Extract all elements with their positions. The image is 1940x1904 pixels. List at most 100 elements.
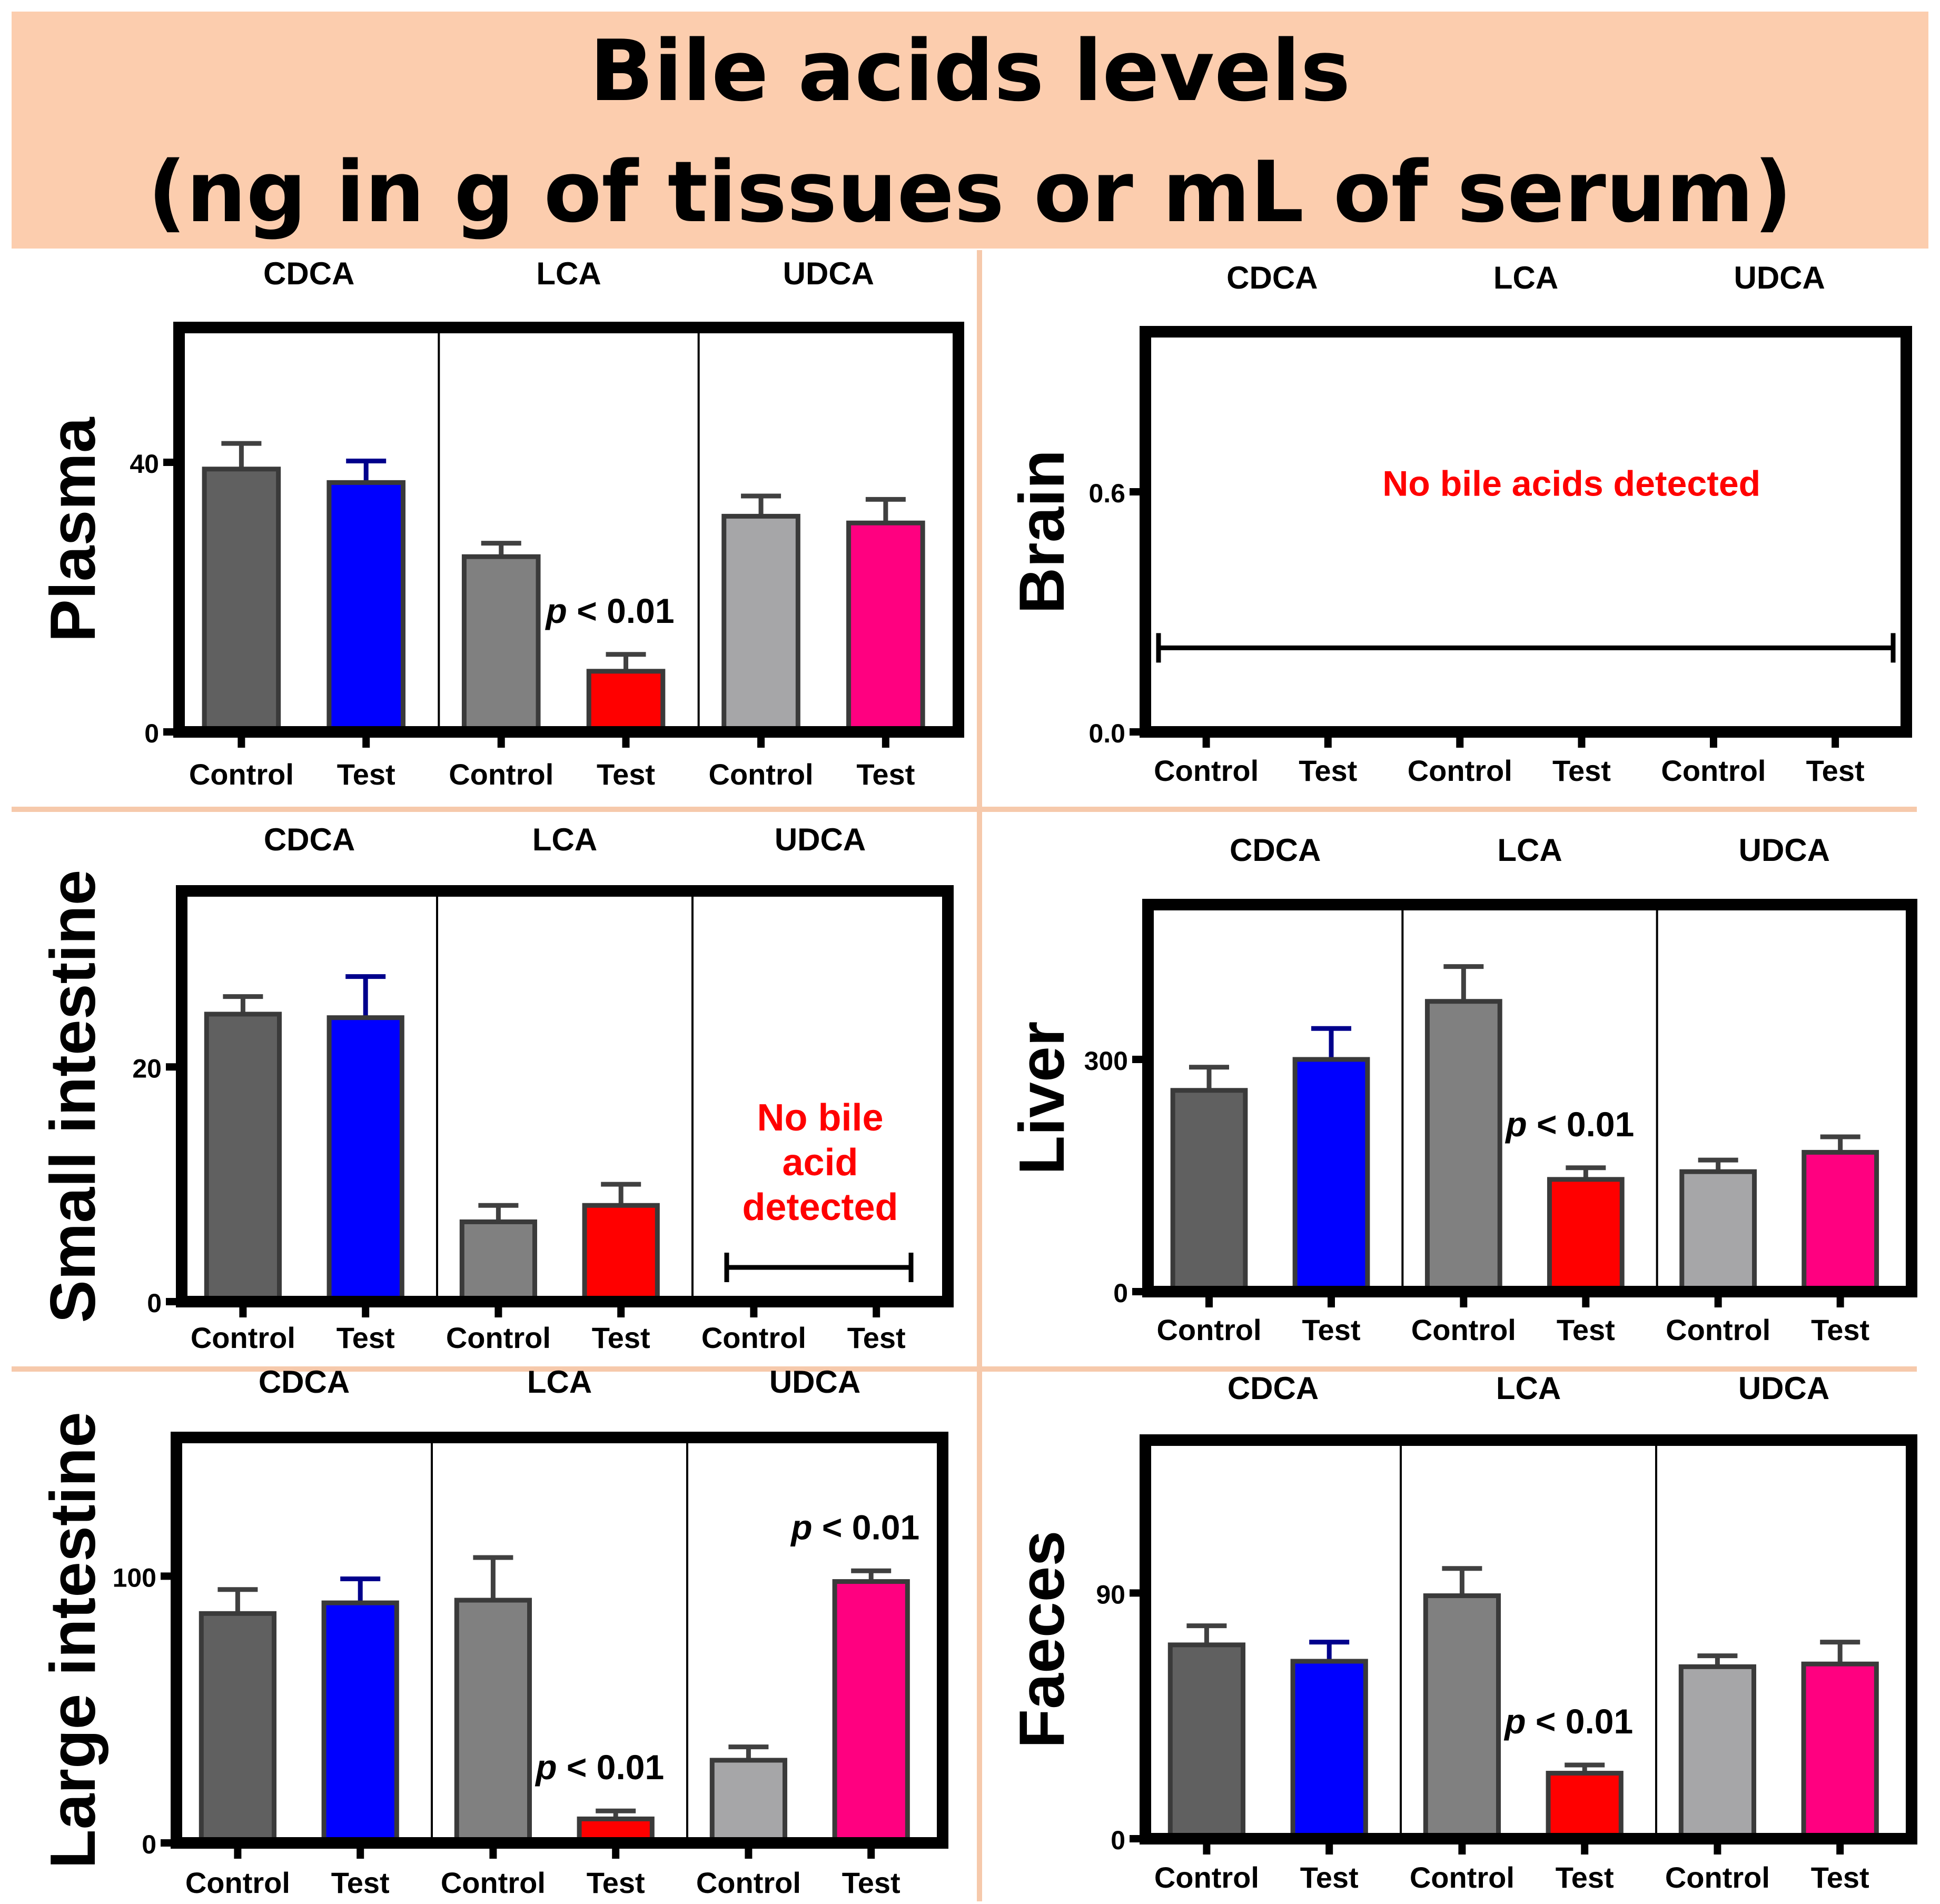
- group-header-lca: LCA: [1493, 260, 1558, 295]
- x-label-udca-control: Control: [1661, 754, 1766, 787]
- x-label-lca-control: Control: [441, 1866, 546, 1899]
- y-tick-label-1: 100: [113, 1563, 156, 1592]
- x-label-lca-control: Control: [446, 1321, 551, 1354]
- group-header-lca: LCA: [536, 256, 601, 291]
- x-label-lca-test: Test: [592, 1321, 650, 1354]
- group-header-udca: UDCA: [769, 1364, 860, 1400]
- x-label-cdca-control: Control: [1154, 754, 1259, 787]
- group-header-cdca: CDCA: [1228, 1371, 1319, 1406]
- y-tick-label-0: 0: [1113, 1278, 1128, 1308]
- group-header-lca: LCA: [1497, 832, 1562, 868]
- x-label-cdca-control: Control: [1156, 1313, 1261, 1346]
- p-value-annotation-0: p < 0.01: [1503, 1702, 1633, 1741]
- p-threshold: < 0.01: [1526, 1702, 1634, 1741]
- title-line-2: (ng in g of tissues or mL of serum): [148, 143, 1793, 241]
- x-label-lca-test: Test: [1557, 1313, 1615, 1346]
- x-label-lca-test: Test: [597, 758, 655, 791]
- p-value-annotation-0: p < 0.01: [1505, 1105, 1634, 1144]
- bar-lca-control: [454, 1598, 532, 1846]
- title-banner: [12, 12, 1928, 249]
- bar-cdca-control: [1170, 1088, 1248, 1294]
- y-tick-label-0: 0: [142, 1830, 156, 1859]
- p-symbol: p: [1505, 1105, 1527, 1144]
- bar-cdca-control: [202, 467, 281, 735]
- p-symbol: p: [1503, 1702, 1526, 1741]
- bar-cdca-control: [199, 1611, 277, 1846]
- panel-liver: Liver CDCA LCA UDCA 0 300 Control Test Control Te…: [1006, 832, 1917, 1346]
- panel-plasma: Plasma CDCA LCA UDCA 0 40 Control Test Control Te…: [37, 256, 964, 791]
- y-tick-label-0: 0: [144, 719, 159, 748]
- x-label-lca-control: Control: [1408, 754, 1512, 787]
- bar-udca-test: [846, 520, 925, 735]
- x-label-udca-test: Test: [847, 1321, 906, 1354]
- x-label-udca-test: Test: [842, 1866, 900, 1899]
- title-line-1: Bile acids levels: [589, 22, 1350, 120]
- y-tick-label-1: 20: [132, 1054, 162, 1083]
- x-label-cdca-control: Control: [1154, 1861, 1259, 1894]
- no-detection-note: No bile acids detected: [1382, 464, 1760, 504]
- p-value-annotation-0: p < 0.01: [535, 1748, 664, 1787]
- x-label-udca-control: Control: [701, 1321, 806, 1354]
- bar-cdca-test: [326, 1015, 404, 1304]
- plot-frame: [1140, 1434, 1917, 1845]
- y-tick-label-1: 300: [1084, 1046, 1128, 1076]
- panels: Plasma CDCA LCA UDCA 0 40 Control Test Control Te…: [37, 256, 1917, 1899]
- bar-lca-control: [1424, 999, 1502, 1294]
- bar-cdca-test: [1292, 1057, 1370, 1294]
- bar-cdca-test: [321, 1600, 399, 1846]
- group-header-lca: LCA: [532, 822, 597, 857]
- bar-cdca-test: [1290, 1659, 1368, 1841]
- group-header-udca: UDCA: [775, 822, 866, 857]
- panel-brain: Brain CDCA LCA UDCA 0.0 0.6 Control Test Control…: [1006, 260, 1912, 787]
- y-tick-label-1: 0.6: [1088, 479, 1125, 508]
- x-label-cdca-test: Test: [1302, 1313, 1361, 1346]
- group-header-cdca: CDCA: [1230, 832, 1321, 868]
- x-label-udca-control: Control: [1665, 1861, 1770, 1894]
- bar-lca-test: [582, 1203, 660, 1304]
- no-detection-note-line-0: No bile: [757, 1097, 883, 1139]
- x-label-udca-control: Control: [696, 1866, 801, 1899]
- x-label-cdca-control: Control: [191, 1321, 295, 1354]
- p-threshold: < 0.01: [567, 591, 675, 630]
- x-label-cdca-test: Test: [1300, 1861, 1359, 1894]
- p-threshold: < 0.01: [557, 1748, 665, 1787]
- bar-cdca-control: [1167, 1642, 1246, 1841]
- panel-label-liver: Liver: [1006, 1022, 1077, 1175]
- x-label-cdca-test: Test: [1299, 754, 1357, 787]
- x-label-lca-control: Control: [449, 758, 553, 791]
- plot-frame: [176, 885, 954, 1307]
- bar-lca-control: [1423, 1593, 1501, 1841]
- bar-lca-test: [1547, 1177, 1625, 1294]
- panel-label-brain: Brain: [1006, 450, 1077, 614]
- x-label-udca-test: Test: [1806, 754, 1865, 787]
- bar-udca-test: [1801, 1661, 1879, 1841]
- group-header-cdca: CDCA: [264, 822, 355, 857]
- panel-label-plasma: Plasma: [37, 417, 108, 642]
- group-header-udca: UDCA: [783, 256, 874, 291]
- bar-lca-control: [461, 554, 541, 735]
- p-threshold: < 0.01: [813, 1508, 920, 1546]
- bar-lca-control: [459, 1219, 538, 1304]
- bar-cdca-control: [204, 1012, 282, 1304]
- x-label-udca-test: Test: [1811, 1313, 1869, 1346]
- y-tick-label-0: 0: [1111, 1826, 1125, 1855]
- x-label-cdca-control: Control: [185, 1866, 290, 1899]
- group-header-udca: UDCA: [1734, 260, 1825, 295]
- group-header-cdca: CDCA: [263, 256, 354, 291]
- bar-lca-test: [1546, 1771, 1624, 1841]
- panel-small-intestine: Small intestine CDCA LCA UDCA 0 20 Control Test…: [37, 822, 954, 1354]
- group-header-udca: UDCA: [1738, 1371, 1829, 1406]
- panel-large-intestine: Large intestine CDCA LCA UDCA 0 100 Control Tes…: [37, 1364, 948, 1899]
- x-label-udca-control: Control: [709, 758, 814, 791]
- x-label-udca-test: Test: [856, 758, 915, 791]
- group-header-udca: UDCA: [1739, 832, 1830, 868]
- x-label-udca-control: Control: [1666, 1313, 1770, 1346]
- x-label-udca-test: Test: [1811, 1861, 1869, 1894]
- no-detection-note-line-2: detected: [742, 1186, 898, 1228]
- p-symbol: p: [535, 1748, 557, 1787]
- group-header-cdca: CDCA: [1226, 260, 1318, 295]
- panel-label-large-intestine: Large intestine: [37, 1412, 108, 1869]
- plot-frame: [1142, 899, 1917, 1297]
